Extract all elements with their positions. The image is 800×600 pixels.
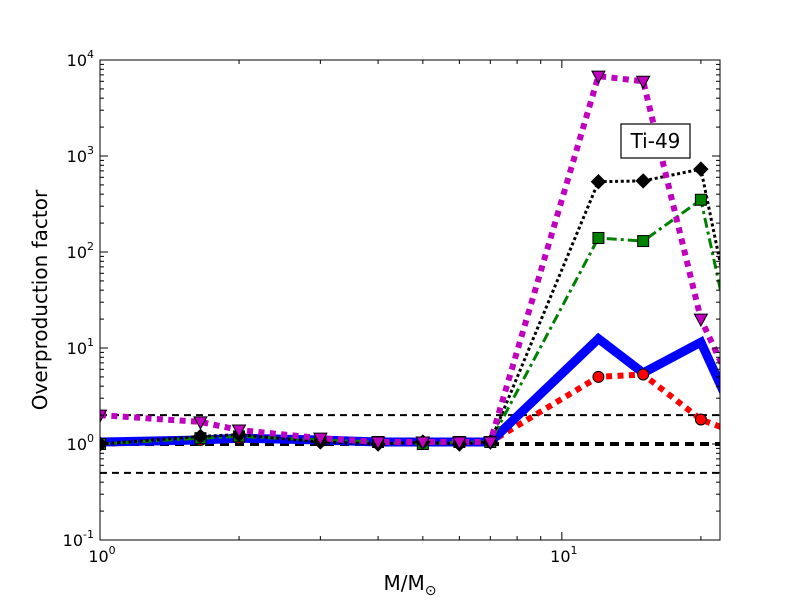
x-tick-label-0-exponent: 0 — [109, 544, 116, 557]
plot-frame — [99, 59, 721, 541]
series-2-marker-11 — [740, 400, 751, 411]
reference-lines — [100, 414, 720, 474]
series-3-marker-10 — [693, 161, 709, 177]
y-tick-label-1: 100 — [67, 432, 94, 454]
x-tick-label-0: 100 — [88, 544, 115, 566]
series-4-marker-2 — [231, 424, 247, 439]
series-4-marker-3 — [313, 432, 328, 447]
y-tick-label-0-base: 10 — [63, 531, 83, 550]
series-3-marker-11 — [739, 379, 753, 393]
y-axis-title: Overproduction factor — [28, 189, 52, 410]
annotation-frame — [620, 123, 691, 159]
series-4-marker-11 — [739, 410, 752, 422]
x-axis-title-main: M/M — [384, 571, 425, 595]
series-4-marker-1 — [193, 416, 208, 430]
series-2-marker-10 — [694, 193, 707, 206]
axis-ticks — [99, 59, 720, 541]
series-4-marker-7 — [482, 436, 498, 451]
y-tick-label-2: 101 — [67, 336, 94, 358]
y-tick-label-0-exponent: -1 — [83, 528, 94, 541]
y-tick-label-5: 104 — [67, 48, 94, 70]
series-0-marker-10 — [694, 413, 707, 426]
y-tick-label-2-base: 10 — [67, 339, 87, 358]
annotation-text: Ti-49 — [630, 129, 681, 153]
x-axis-title: M/M⊙ — [384, 571, 437, 599]
y-tick-label-4: 103 — [67, 144, 94, 166]
series-4-marker-0 — [100, 409, 108, 424]
series-4-marker-9 — [635, 75, 651, 90]
y-tick-label-3: 102 — [67, 240, 94, 262]
series-line-1 — [100, 332, 720, 447]
y-tick-label-4-base: 10 — [67, 147, 87, 166]
y-tick-label-1-base: 10 — [67, 435, 87, 454]
annotation-box: Ti-49 — [620, 123, 691, 159]
series-4-marker-4 — [370, 436, 386, 451]
series-4-marker-5 — [415, 436, 431, 451]
x-axis-title-subscript: ⊙ — [425, 583, 437, 599]
series-0-marker-9 — [637, 368, 650, 381]
y-tick-label-4-exponent: 3 — [87, 144, 94, 157]
series-3-marker-9 — [635, 173, 651, 189]
y-tick-label-3-base: 10 — [67, 243, 87, 262]
series-4-marker-10 — [693, 313, 709, 328]
series-2-marker-8 — [592, 231, 605, 244]
y-tick-label-1-exponent: 0 — [87, 432, 94, 445]
series-line-3 — [100, 167, 720, 446]
series-line-4 — [100, 72, 720, 445]
x-tick-label-0-base: 10 — [88, 547, 108, 566]
y-tick-label-2-exponent: 1 — [87, 336, 94, 349]
series-line-0 — [100, 371, 720, 447]
x-tick-label-1: 101 — [550, 544, 577, 566]
series-0-marker-8 — [592, 370, 605, 383]
markers-layer — [100, 70, 753, 452]
series-3-marker-8 — [590, 173, 607, 190]
series-4-marker-6 — [452, 436, 467, 451]
series-2-marker-9 — [637, 235, 650, 248]
y-tick-label-5-base: 10 — [67, 51, 87, 70]
series-0-marker-11 — [740, 431, 751, 442]
y-tick-label-0: 10-1 — [63, 528, 94, 550]
x-tick-label-1-exponent: 1 — [571, 544, 578, 557]
series-3-marker-1 — [192, 428, 209, 445]
x-tick-label-1-base: 10 — [550, 547, 570, 566]
y-tick-label-5-exponent: 4 — [87, 48, 94, 61]
y-tick-label-3-exponent: 2 — [87, 240, 94, 253]
series-4-marker-8 — [591, 70, 606, 85]
